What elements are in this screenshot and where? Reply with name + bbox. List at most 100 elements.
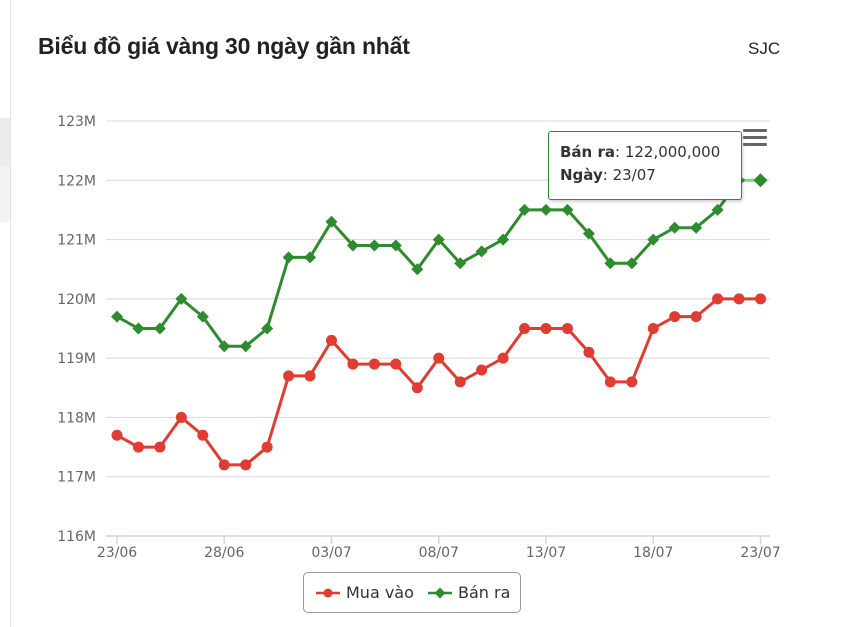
data-point-ban-ra — [282, 251, 295, 264]
y-tick-label: 118M — [57, 410, 96, 426]
y-axis: 116M 117M 118M 119M 120M 121M 122M 123M — [57, 114, 96, 545]
x-tick-label: 03/07 — [311, 545, 351, 561]
tooltip-date: 23/07 — [612, 166, 656, 184]
x-tick-label: 08/07 — [419, 545, 459, 561]
tooltip-date-label: Ngày — [560, 166, 603, 184]
data-point-mua-vao — [626, 376, 638, 388]
data-point-mua-vao — [476, 364, 488, 376]
data-point-ban-ra — [432, 233, 445, 246]
data-point-mua-vao — [561, 323, 573, 334]
series-line-mua-vao — [116, 297, 761, 467]
data-point-ban-ra — [647, 233, 660, 246]
data-point-mua-vao — [175, 411, 187, 423]
data-point-ban-ra — [304, 251, 317, 264]
tooltip-series-row: Bán ra: 122,000,000 — [560, 143, 721, 161]
data-point-mua-vao — [326, 334, 337, 346]
data-point-ban-ra — [753, 173, 768, 188]
data-point-mua-vao — [240, 459, 252, 471]
series-group — [111, 173, 768, 471]
series-line-ban-ra — [116, 179, 741, 348]
data-point-mua-vao — [411, 382, 423, 394]
left-panel-edge — [0, 0, 11, 627]
legend-marker-mua-vao — [316, 588, 340, 598]
data-point-ban-ra — [368, 239, 381, 252]
y-tick-label: 123M — [57, 114, 96, 130]
data-point-ban-ra — [325, 215, 338, 228]
x-axis: 23/06 28/06 03/07 08/07 13/07 18/07 23/07 — [97, 535, 781, 561]
tooltip-series-label: Bán ra — [560, 143, 615, 161]
y-tick-label: 122M — [57, 173, 96, 189]
data-point-ban-ra — [218, 340, 231, 353]
data-point-mua-vao — [132, 441, 144, 453]
data-point-mua-vao — [733, 293, 745, 305]
data-point-ban-ra — [196, 310, 209, 323]
x-tick-label: 28/06 — [204, 545, 244, 561]
data-point-ban-ra — [175, 292, 188, 305]
brand-label: SJC — [748, 39, 781, 58]
data-point-mua-vao — [647, 323, 659, 334]
y-tick-label: 117M — [57, 470, 96, 486]
data-point-ban-ra — [668, 221, 681, 234]
data-point-mua-vao — [197, 429, 209, 441]
y-tick-label: 121M — [57, 233, 96, 249]
data-point-mua-vao — [111, 429, 123, 441]
x-tick-label: 23/06 — [97, 545, 137, 561]
data-point-mua-vao — [755, 293, 766, 305]
data-point-mua-vao — [454, 376, 466, 388]
legend-label-ban-ra: Bán ra — [458, 583, 511, 602]
data-point-mua-vao — [604, 376, 616, 388]
data-point-mua-vao — [261, 441, 273, 453]
data-point-mua-vao — [347, 358, 359, 370]
chart-title: Biểu đồ giá vàng 30 ngày gần nhất — [38, 33, 410, 59]
data-point-mua-vao — [433, 352, 445, 364]
left-panel-block — [0, 118, 10, 166]
data-point-ban-ra — [497, 233, 510, 246]
data-point-mua-vao — [304, 370, 316, 382]
data-point-ban-ra — [475, 245, 488, 258]
data-point-mua-vao — [154, 441, 166, 453]
data-point-ban-ra — [389, 239, 402, 252]
data-point-mua-vao — [283, 370, 295, 382]
x-tick-label: 18/07 — [633, 545, 673, 561]
legend-item-ban-ra[interactable]: Bán ra — [428, 583, 518, 603]
data-point-ban-ra — [711, 203, 724, 216]
data-point-ban-ra — [690, 221, 703, 234]
data-point-mua-vao — [583, 346, 595, 358]
data-point-ban-ra — [153, 322, 166, 335]
data-point-mua-vao — [218, 459, 230, 471]
legend: Mua vào Bán ra — [303, 572, 521, 613]
y-tick-label: 116M — [57, 529, 96, 545]
data-point-mua-vao — [712, 293, 724, 305]
data-point-ban-ra — [261, 322, 274, 335]
data-point-ban-ra — [561, 203, 574, 216]
data-point-ban-ra — [540, 203, 552, 216]
data-point-ban-ra — [346, 239, 359, 252]
data-point-ban-ra — [625, 257, 638, 270]
legend-item-mua-vao[interactable]: Mua vào — [316, 583, 416, 603]
data-point-ban-ra — [518, 203, 531, 216]
data-point-mua-vao — [368, 358, 380, 370]
data-point-ban-ra — [454, 257, 467, 270]
data-point-mua-vao — [390, 358, 402, 370]
legend-label-mua-vao: Mua vào — [346, 583, 414, 602]
data-point-mua-vao — [669, 311, 681, 323]
left-panel-block — [0, 166, 10, 222]
chart-menu-icon[interactable] — [743, 129, 767, 147]
data-point-mua-vao — [519, 323, 531, 334]
x-tick-label: 23/07 — [740, 545, 780, 561]
tooltip-date-row: Ngày: 23/07 — [560, 166, 656, 184]
data-point-mua-vao — [497, 352, 509, 364]
y-tick-label: 120M — [57, 292, 96, 308]
data-point-ban-ra — [111, 310, 123, 323]
data-point-mua-vao — [540, 323, 552, 334]
data-point-mua-vao — [690, 311, 702, 323]
legend-marker-ban-ra — [428, 587, 452, 599]
data-point-ban-ra — [604, 257, 617, 270]
tooltip: Bán ra: 122,000,000 Ngày: 23/07 — [548, 131, 742, 200]
data-point-ban-ra — [239, 340, 252, 353]
x-tick-label: 13/07 — [526, 545, 566, 561]
y-tick-label: 119M — [57, 351, 96, 367]
data-point-ban-ra — [132, 322, 145, 335]
data-point-ban-ra — [582, 227, 595, 240]
